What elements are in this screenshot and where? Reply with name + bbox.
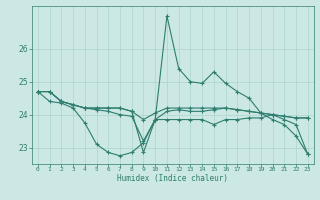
X-axis label: Humidex (Indice chaleur): Humidex (Indice chaleur) — [117, 174, 228, 183]
